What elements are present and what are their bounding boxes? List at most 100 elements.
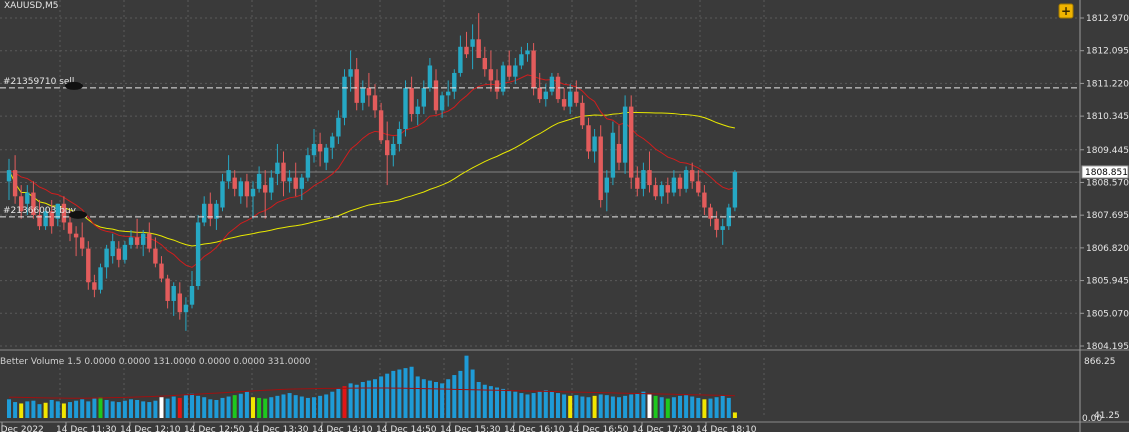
chart-title: XAUUSD,M5 <box>4 1 59 11</box>
candle-body <box>690 170 695 182</box>
candle-body <box>561 99 567 107</box>
candle-body <box>726 207 731 227</box>
candle-body <box>348 69 353 77</box>
price-tick-label: 1808.570 <box>1086 178 1129 188</box>
current-price-label: 1808.851 <box>1085 168 1128 178</box>
volume-bar <box>720 395 725 418</box>
volume-bar <box>177 397 182 418</box>
volume-bar <box>403 368 408 418</box>
candle-body <box>336 117 341 137</box>
candle-body <box>342 76 347 118</box>
plus-badge[interactable] <box>1058 3 1074 19</box>
volume-bar <box>427 380 432 418</box>
one-click-trading-button[interactable]: + <box>1058 3 1074 19</box>
price-tick-label: 1806.820 <box>1086 244 1129 254</box>
volume-bar <box>305 397 310 418</box>
volume-bar <box>122 400 127 418</box>
current-price-box <box>1081 165 1129 179</box>
candle-body <box>568 91 573 107</box>
plus-icon: + <box>1061 4 1071 18</box>
candle-body <box>604 177 609 193</box>
price-tick-label: 1807.695 <box>1086 211 1129 221</box>
volume-bar <box>647 394 652 418</box>
volume-bar <box>659 397 664 418</box>
volume-bar <box>556 393 560 418</box>
volume-bar <box>464 355 469 418</box>
volume-bar <box>55 401 60 418</box>
candle-body <box>702 192 707 208</box>
time-tick-label: 14 Dec 14:50 <box>376 425 437 432</box>
candle-body <box>598 136 603 201</box>
volume-bar <box>208 399 213 418</box>
order-handle-icon <box>65 81 83 90</box>
volume-bar <box>281 394 286 418</box>
volume-bar <box>312 397 316 418</box>
volume-bar <box>617 397 621 418</box>
volume-bar <box>440 383 445 418</box>
candle-body <box>543 91 548 100</box>
candle-body <box>549 76 555 92</box>
candle-body <box>226 170 231 182</box>
volume-bar <box>476 381 481 418</box>
volume-bar <box>153 400 158 418</box>
candle-body <box>25 192 30 204</box>
candle-body <box>452 72 457 92</box>
volume-bar <box>702 399 707 418</box>
candle-body <box>354 69 359 103</box>
candle-body <box>208 203 213 219</box>
volume-bar <box>623 395 628 418</box>
candle-body <box>73 233 79 238</box>
volume-bar <box>397 369 402 418</box>
volume-panel: 866.25 41.250.00 <box>7 355 1120 424</box>
volume-bar <box>574 395 579 418</box>
volume-bar <box>580 396 585 418</box>
ma-yellow-line <box>8 111 736 247</box>
volume-bar <box>92 398 97 418</box>
volume-bar <box>604 395 609 418</box>
volume-bar <box>415 376 420 418</box>
time-tick-label: 14 Dec 14:10 <box>312 425 373 432</box>
candle-body <box>202 203 207 223</box>
candle-body <box>49 211 54 227</box>
volume-bar <box>226 396 231 418</box>
volume-bar <box>171 396 176 418</box>
time-tick-label: 14 Dec 12:10 <box>120 425 181 432</box>
candle-body <box>31 192 36 215</box>
candle-body <box>488 69 494 81</box>
candle-body <box>287 177 292 182</box>
order-handle-icon <box>69 210 87 219</box>
candle-body <box>531 50 536 88</box>
candle-body <box>281 162 286 182</box>
candle-body <box>293 177 298 189</box>
volume-bar <box>342 386 347 418</box>
candle-body <box>525 50 530 55</box>
volume-bar <box>708 398 713 418</box>
volume-bar <box>696 397 701 418</box>
candle-body <box>415 106 420 115</box>
candle-body <box>305 155 311 178</box>
time-tick-label: 14 Dec 13:30 <box>248 425 309 432</box>
volume-bar <box>470 369 475 418</box>
volume-bar <box>385 373 390 418</box>
candle-body <box>580 102 585 126</box>
volume-bar <box>129 399 133 418</box>
volume-bar <box>196 395 201 418</box>
candle-body <box>476 39 481 58</box>
candle-body <box>43 211 48 227</box>
volume-bar <box>31 400 36 418</box>
volume-average-line <box>9 387 735 399</box>
volume-bar <box>519 393 524 418</box>
time-tick-label: 14 Dec 16:50 <box>568 425 629 432</box>
candle-body <box>250 188 256 197</box>
time-tick-label: 14 Dec 12:50 <box>184 425 245 432</box>
volume-min-label: 41.25 <box>1094 411 1120 421</box>
order-lines[interactable]: #21359710 sell #21366003 buy <box>0 77 1080 219</box>
candle-body <box>311 143 317 156</box>
candle-body <box>366 87 372 96</box>
volume-bar <box>348 383 353 418</box>
volume-bar <box>586 397 591 418</box>
volume-bar <box>653 395 658 418</box>
time-tick-label: 14 Dec 18:10 <box>696 425 757 432</box>
